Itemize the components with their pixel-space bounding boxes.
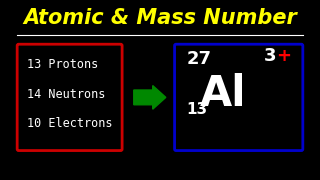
Text: 13: 13	[186, 102, 207, 117]
Text: Atomic & Mass Number: Atomic & Mass Number	[23, 8, 297, 28]
Text: 14 Neutrons: 14 Neutrons	[28, 88, 106, 101]
Text: 10 Electrons: 10 Electrons	[28, 118, 113, 130]
FancyArrow shape	[134, 86, 166, 109]
Text: 3: 3	[263, 47, 276, 65]
Text: 27: 27	[186, 50, 211, 68]
Text: Al: Al	[199, 73, 246, 115]
FancyBboxPatch shape	[17, 44, 122, 150]
FancyBboxPatch shape	[175, 44, 303, 150]
Text: +: +	[276, 47, 291, 65]
Text: 13 Protons: 13 Protons	[28, 58, 99, 71]
